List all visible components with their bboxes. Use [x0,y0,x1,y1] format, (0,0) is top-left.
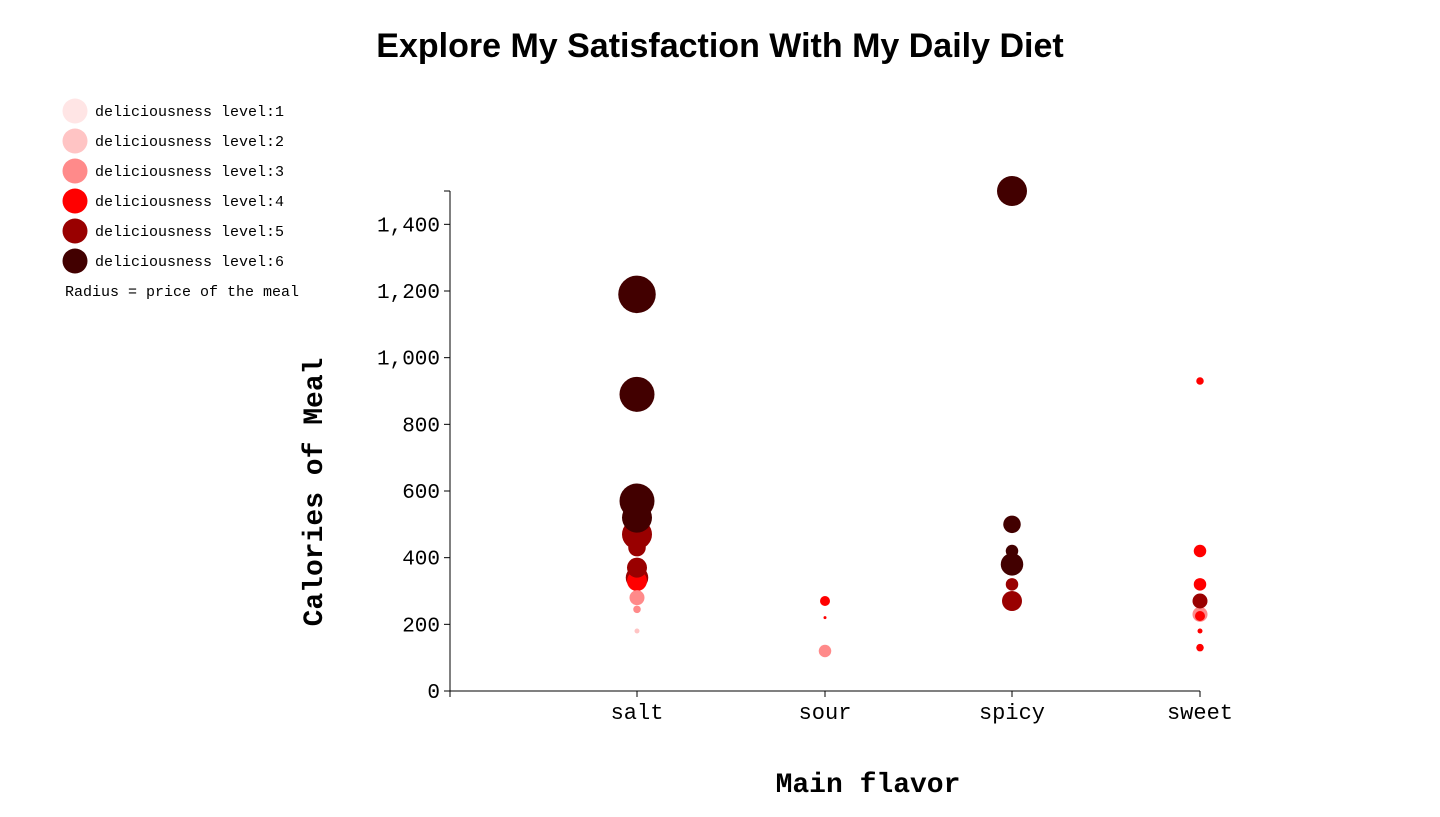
data-point [618,275,656,314]
chart-title: Explore My Satisfaction With My Daily Di… [376,27,1064,65]
x-tick-label: sour [799,701,852,726]
data-point [1193,578,1207,591]
y-tick-label: 1,000 [377,349,440,372]
data-point [997,176,1027,206]
data-point [629,590,645,606]
legend-swatch [62,128,88,154]
data-point [1196,643,1204,652]
legend-swatch [62,158,88,184]
data-point [634,628,640,634]
data-point [633,605,641,614]
y-axis-label: Calories of Meal [300,358,331,627]
data-point [820,596,830,606]
legend-label: deliciousness level:6 [95,254,284,271]
data-point [1003,515,1021,534]
legend-note: Radius = price of the meal [65,284,299,301]
legend-swatch [62,188,88,214]
x-axis-label: Main flavor [776,770,961,801]
legend-swatch [62,248,88,274]
data-point [628,538,646,557]
y-tick-label: 200 [402,615,440,638]
data-point [1193,544,1207,558]
legend-label: deliciousness level:3 [95,164,284,181]
data-point [818,644,832,658]
y-tick-label: 1,400 [377,215,440,238]
legend: deliciousness level:1 deliciousness level… [62,98,299,301]
y-tick-label: 800 [402,415,440,438]
data-point [1005,544,1019,558]
scatter-points [618,176,1208,658]
y-tick-label: 0 [427,682,440,705]
legend-label: deliciousness level:1 [95,104,284,121]
x-tick-label: spicy [979,701,1045,726]
x-tick-label: salt [611,701,664,726]
legend-swatch [62,98,88,124]
legend-swatch [62,218,88,244]
data-point [1195,611,1205,621]
y-tick-label: 600 [402,482,440,505]
data-point [823,616,827,620]
data-point [1197,628,1203,634]
x-tick-label: sweet [1167,701,1233,726]
y-tick-label: 400 [402,549,440,572]
legend-label: deliciousness level:4 [95,194,284,211]
legend-label: deliciousness level:2 [95,134,284,151]
x-axis: salt sour spicy sweet [449,690,1233,726]
data-point [1192,593,1208,609]
data-point [1000,553,1024,576]
data-point [619,376,655,412]
data-point [622,502,652,533]
data-point [1002,591,1022,611]
data-point [1196,377,1204,385]
data-point [627,557,647,578]
y-axis: 0 200 400 600 800 1,000 1,200 1,400 [377,190,451,705]
y-tick-label: 1,200 [377,282,440,305]
data-point [1005,578,1019,591]
legend-label: deliciousness level:5 [95,224,284,241]
